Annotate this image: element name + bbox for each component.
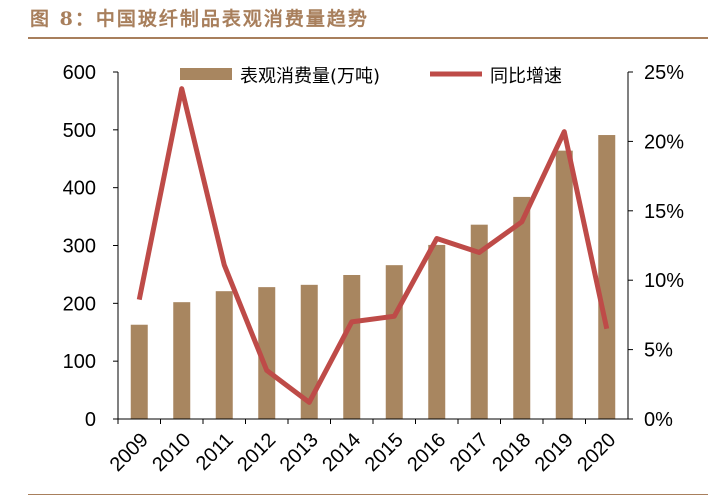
bar-2017 (470, 224, 488, 419)
legend-bar-label: 表观消费量(万吨) (240, 66, 380, 87)
right-tick-label: 20% (644, 131, 684, 153)
left-tick-label: 600 (63, 62, 96, 84)
left-tick-label: 0 (85, 409, 96, 431)
x-tick-label: 2010 (148, 429, 195, 476)
bar-2009 (130, 324, 148, 419)
legend-line-label: 同比增速 (490, 66, 562, 87)
right-tick-label: 25% (644, 62, 684, 84)
bar-2015 (385, 265, 403, 419)
right-tick-label: 10% (644, 270, 684, 292)
title-divider (28, 37, 708, 39)
x-tick-label: 2017 (446, 429, 493, 476)
bar-2020 (598, 135, 616, 419)
bar-2012 (258, 287, 276, 419)
left-tick-label: 200 (63, 293, 96, 315)
x-tick-label: 2012 (233, 429, 280, 476)
x-tick-label: 2014 (318, 429, 365, 476)
bar-2018 (513, 196, 531, 419)
right-tick-label: 5% (644, 340, 673, 362)
bar-2019 (555, 150, 573, 420)
x-tick-label: 2011 (192, 429, 238, 475)
bar-2013 (300, 284, 318, 419)
left-tick-label: 300 (63, 236, 96, 258)
x-tick-label: 2009 (106, 429, 153, 476)
bar-2016 (428, 244, 446, 419)
left-tick-label: 400 (63, 178, 96, 200)
right-tick-label: 15% (644, 201, 684, 223)
chart-title: 图 8：中国玻纤制品表观消费量趋势 (30, 8, 369, 30)
x-tick-label: 2018 (488, 429, 535, 476)
growth-line (136, 86, 610, 405)
legend-bar-swatch (180, 68, 232, 80)
right-tick-label: 0% (644, 409, 673, 431)
left-tick-label: 100 (63, 351, 96, 373)
x-tick-label: 2016 (403, 429, 450, 476)
bar-2010 (173, 302, 191, 419)
left-tick-label: 500 (63, 120, 96, 142)
bottom-divider (28, 494, 708, 495)
bar-2014 (343, 274, 361, 419)
x-tick-label: 2013 (276, 429, 323, 476)
x-tick-label: 2020 (573, 429, 620, 476)
x-tick-label: 2015 (361, 429, 408, 476)
bar-2011 (215, 291, 233, 419)
x-tick-label: 2019 (531, 429, 578, 476)
